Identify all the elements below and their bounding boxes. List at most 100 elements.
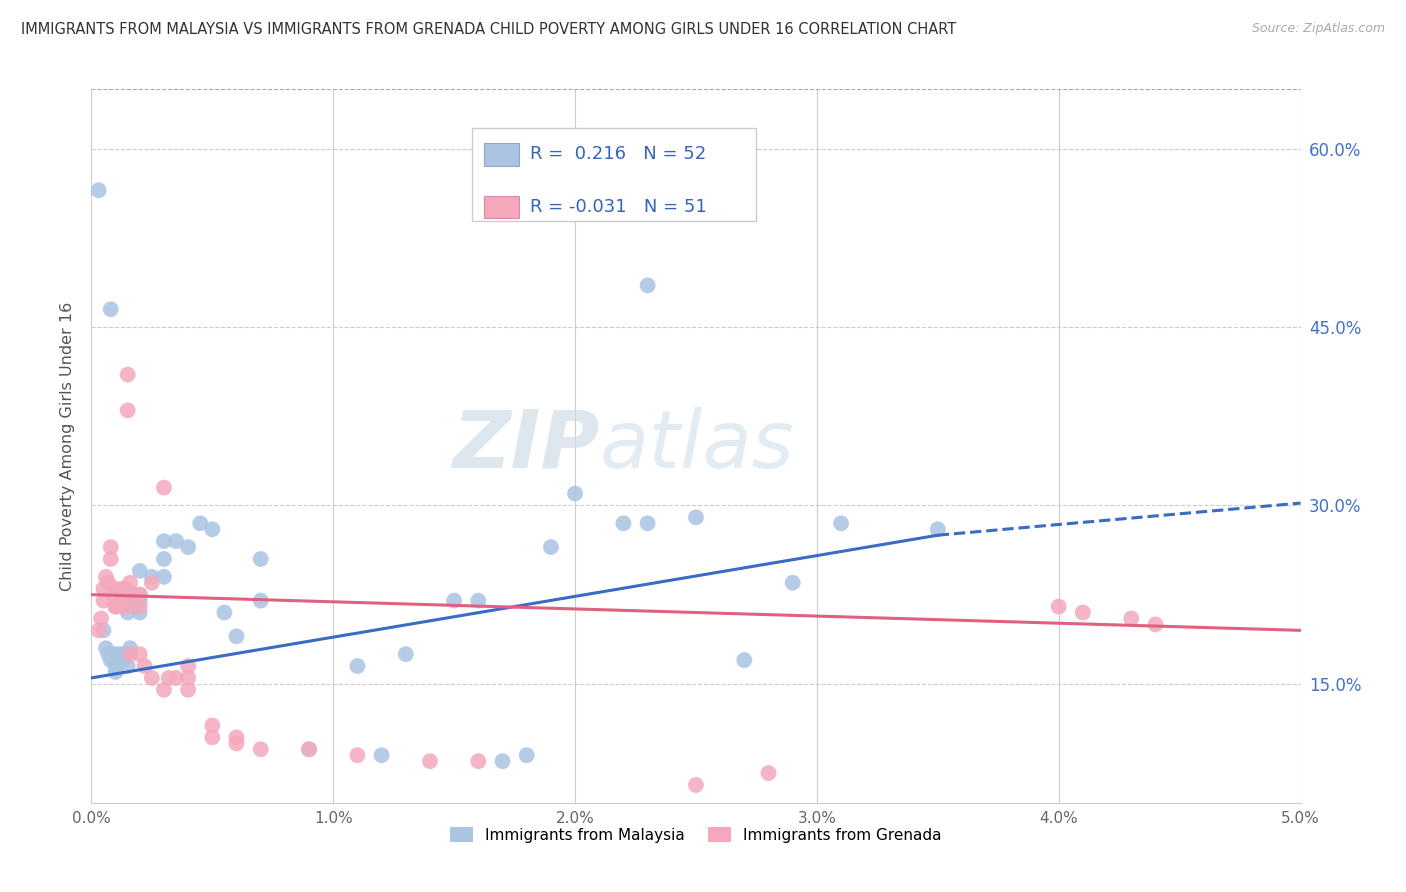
Point: [124, 588, 146, 602]
Point: [117, 659, 139, 673]
Point: [165, 671, 187, 685]
Point: [564, 486, 586, 500]
Point: [298, 742, 321, 756]
Point: [90, 611, 112, 625]
Point: [128, 599, 150, 614]
Point: [93, 624, 115, 638]
Point: [177, 671, 200, 685]
Text: R =  0.216   N = 52: R = 0.216 N = 52: [530, 145, 707, 163]
Point: [370, 748, 392, 763]
Point: [104, 647, 127, 661]
Point: [467, 593, 489, 607]
Point: [346, 659, 368, 673]
Point: [516, 748, 538, 763]
Text: R = -0.031   N = 51: R = -0.031 N = 51: [530, 198, 707, 216]
Point: [128, 588, 150, 602]
Point: [128, 647, 150, 661]
Point: [225, 731, 247, 745]
Point: [685, 778, 707, 792]
Point: [110, 593, 132, 607]
Text: IMMIGRANTS FROM MALAYSIA VS IMMIGRANTS FROM GRENADA CHILD POVERTY AMONG GIRLS UN: IMMIGRANTS FROM MALAYSIA VS IMMIGRANTS F…: [21, 22, 956, 37]
Point: [165, 534, 187, 549]
Point: [225, 736, 247, 750]
Point: [201, 522, 224, 536]
Point: [93, 593, 115, 607]
Point: [97, 647, 120, 661]
Text: ZIP: ZIP: [451, 407, 599, 485]
Point: [117, 606, 139, 620]
Point: [120, 641, 142, 656]
Point: [153, 534, 176, 549]
Point: [225, 629, 247, 643]
Point: [685, 510, 707, 524]
Point: [153, 570, 176, 584]
Point: [93, 582, 115, 596]
Point: [214, 606, 236, 620]
Point: [540, 540, 562, 554]
Point: [110, 647, 132, 661]
Point: [87, 183, 110, 197]
Point: [249, 742, 271, 756]
Point: [782, 575, 804, 590]
Point: [94, 570, 117, 584]
Point: [201, 718, 224, 732]
Point: [1144, 617, 1167, 632]
FancyBboxPatch shape: [484, 143, 519, 166]
Point: [419, 754, 441, 768]
Point: [120, 575, 142, 590]
Point: [467, 754, 489, 768]
Point: [100, 540, 122, 554]
Point: [120, 647, 142, 661]
FancyBboxPatch shape: [472, 128, 756, 221]
Point: [134, 659, 156, 673]
Point: [128, 593, 150, 607]
Point: [104, 599, 127, 614]
Point: [249, 552, 271, 566]
Point: [117, 368, 139, 382]
Point: [1121, 611, 1143, 625]
Point: [141, 575, 163, 590]
Point: [111, 653, 134, 667]
Text: atlas: atlas: [599, 407, 794, 485]
Text: Source: ZipAtlas.com: Source: ZipAtlas.com: [1251, 22, 1385, 36]
Point: [87, 624, 110, 638]
Point: [201, 731, 224, 745]
Point: [249, 593, 271, 607]
Point: [117, 403, 139, 417]
Point: [111, 599, 134, 614]
Point: [637, 278, 659, 293]
Point: [157, 671, 180, 685]
Point: [141, 671, 163, 685]
Point: [177, 540, 200, 554]
Point: [128, 606, 150, 620]
Point: [111, 582, 134, 596]
Point: [395, 647, 418, 661]
Point: [104, 665, 127, 679]
Point: [97, 575, 120, 590]
Point: [114, 593, 136, 607]
Point: [104, 659, 127, 673]
Point: [637, 516, 659, 531]
FancyBboxPatch shape: [484, 195, 519, 219]
Point: [188, 516, 211, 531]
Legend: Immigrants from Malaysia, Immigrants from Grenada: Immigrants from Malaysia, Immigrants fro…: [444, 821, 948, 848]
Point: [124, 599, 146, 614]
Point: [1071, 606, 1094, 620]
Point: [114, 647, 136, 661]
Point: [100, 552, 122, 566]
Point: [104, 599, 127, 614]
Point: [733, 653, 755, 667]
Point: [298, 742, 321, 756]
Point: [141, 570, 163, 584]
Y-axis label: Child Poverty Among Girls Under 16: Child Poverty Among Girls Under 16: [60, 301, 76, 591]
Point: [1047, 599, 1070, 614]
Point: [443, 593, 465, 607]
Point: [100, 653, 122, 667]
Point: [491, 754, 513, 768]
Point: [153, 481, 176, 495]
Point: [128, 588, 150, 602]
Point: [114, 582, 136, 596]
Point: [117, 599, 139, 614]
Point: [104, 582, 127, 596]
Point: [120, 593, 142, 607]
